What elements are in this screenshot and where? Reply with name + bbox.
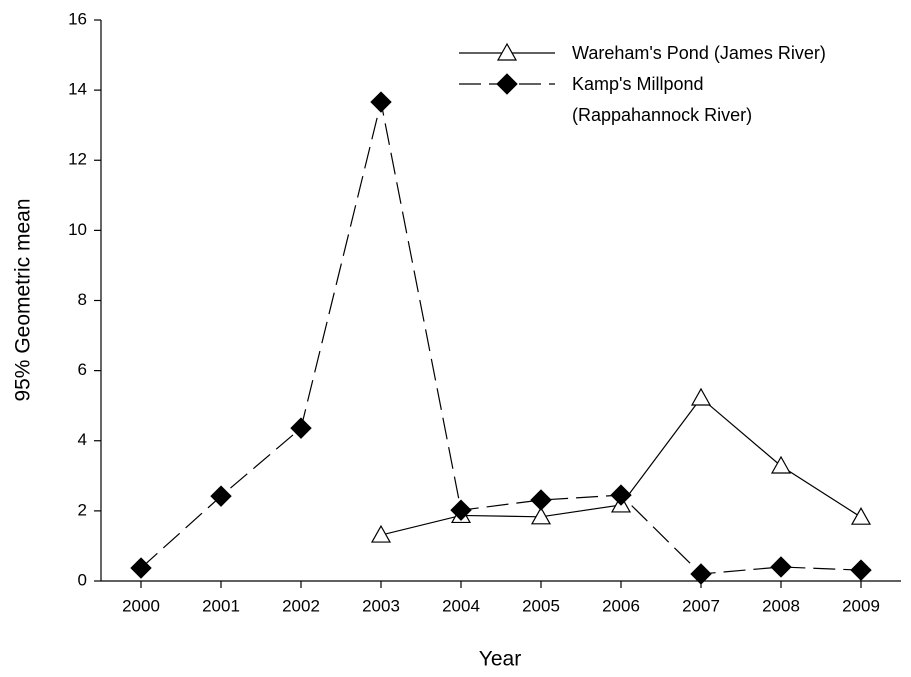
data-point (850, 559, 872, 581)
x-tick-label: 2005 (522, 596, 560, 615)
x-tick-label: 2004 (442, 596, 480, 615)
x-tick-label: 2006 (602, 596, 640, 615)
x-tick-label: 2009 (842, 596, 880, 615)
x-tick-label: 2002 (282, 596, 320, 615)
y-tick-label: 0 (78, 570, 87, 589)
legend-label: Wareham's Pond (James River) (572, 42, 826, 63)
y-tick-label: 16 (68, 9, 87, 28)
y-tick-label: 4 (78, 430, 87, 449)
y-tick-label: 12 (68, 150, 87, 169)
data-point (690, 563, 712, 585)
legend-label: Kamp's Millpond (Rappahannock River) (572, 73, 753, 125)
data-point (690, 387, 712, 406)
series-line (140, 101, 862, 575)
legend-marker (496, 73, 518, 95)
y-tick-label: 14 (68, 80, 87, 99)
y-axis-label: 95% Geometric mean (12, 198, 35, 401)
x-tick-label: 2001 (202, 596, 240, 615)
data-point (210, 485, 232, 507)
data-point (290, 417, 312, 439)
x-tick-label: 2008 (762, 596, 800, 615)
data-point (450, 499, 472, 521)
legend-marker (496, 42, 518, 61)
data-point (610, 484, 632, 506)
y-tick-label: 10 (68, 220, 87, 239)
x-axis-label: Year (479, 648, 521, 671)
data-point (130, 557, 152, 579)
y-tick-label: 6 (78, 360, 87, 379)
data-point (530, 489, 552, 511)
data-point (370, 91, 392, 113)
data-point (530, 506, 552, 525)
data-point (850, 506, 872, 525)
data-point (370, 524, 392, 543)
data-point (770, 455, 792, 474)
x-tick-label: 2000 (122, 596, 160, 615)
y-tick-label: 8 (78, 290, 87, 309)
y-tick-label: 2 (78, 500, 87, 519)
x-tick-label: 2003 (362, 596, 400, 615)
x-tick-label: 2007 (682, 596, 720, 615)
data-point (770, 556, 792, 578)
